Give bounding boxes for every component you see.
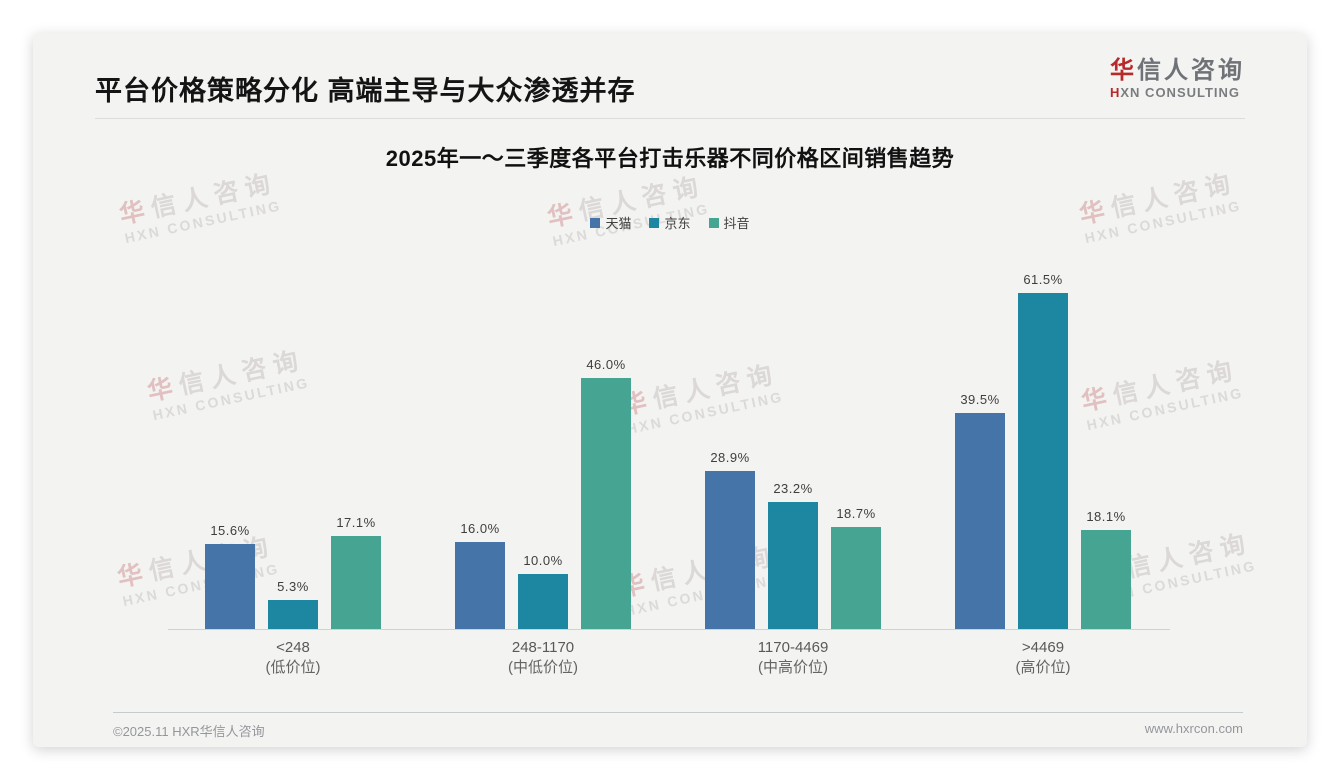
legend-item-2: 抖音 — [708, 213, 750, 232]
chart-legend: 天猫 京东 抖音 — [33, 213, 1307, 232]
bar-天猫->4469 — [955, 413, 1005, 629]
x-axis-label-0: <248 (低价位) — [168, 638, 418, 679]
bar-value-label: 18.7% — [836, 506, 876, 521]
x-axis-tier: (高价位) — [1015, 659, 1071, 677]
legend-swatch-icon — [649, 217, 660, 228]
bar-抖音-1170-4469 — [831, 527, 881, 629]
bar-value-label: 18.1% — [1086, 509, 1126, 524]
bar-value-label: 39.5% — [960, 392, 1000, 407]
logo-zh-first-char: 华 — [1110, 57, 1137, 84]
bar-value-label: 16.0% — [460, 521, 500, 536]
footer-copyright: ©2025.11 HXR华信人咨询 — [113, 724, 265, 739]
bar-value-label: 10.0% — [523, 553, 563, 568]
x-axis-range: 248-1170 — [511, 639, 575, 656]
footer-website: www.hxrcon.com — [1144, 721, 1243, 736]
page-title: 平台价格策略分化 高端主导与大众渗透并存 — [95, 76, 636, 106]
bar-天猫-248-1170 — [455, 542, 505, 629]
x-axis-range: >4469 — [1021, 639, 1065, 656]
logo-english-text: HXN CONSULTING — [1110, 85, 1245, 100]
bar-chart-plot-area: 15.6% 5.3% 17.1% <248 (低价位) 16.0% 10.0% 46.0% 24… — [168, 272, 1170, 676]
x-axis-label-2: 1170-4469 (中高价位) — [668, 638, 918, 679]
logo-chinese-text: 华信人咨询 — [1110, 57, 1245, 85]
bar-天猫-<248 — [205, 544, 255, 629]
bar-京东-<248 — [268, 600, 318, 629]
bar-京东-1170-4469 — [768, 502, 818, 629]
bar-value-label: 5.3% — [277, 579, 309, 594]
bar-value-label: 23.2% — [773, 481, 813, 496]
bar-抖音->4469 — [1081, 530, 1131, 629]
legend-swatch-icon — [708, 217, 719, 228]
x-axis-tier: (中低价位) — [508, 659, 578, 677]
logo-en-rest: XN CONSULTING — [1120, 84, 1241, 100]
bar-value-label: 28.9% — [710, 450, 750, 465]
bar-京东-248-1170 — [518, 574, 568, 629]
bar-天猫-1170-4469 — [705, 471, 755, 629]
bar-value-label: 15.6% — [210, 523, 250, 538]
bar-value-label: 17.1% — [336, 515, 376, 530]
legend-label: 抖音 — [723, 216, 750, 231]
bar-value-label: 46.0% — [586, 357, 626, 372]
logo-en-first-char: H — [1110, 84, 1121, 100]
legend-label: 京东 — [664, 216, 691, 231]
legend-item-0: 天猫 — [590, 213, 631, 232]
slide-card: 华信人咨询 HXN CONSULTING 华信人咨询 HXN CONSULTING 华信… — [33, 33, 1307, 747]
chart-title: 2025年一～三季度各平台打击乐器不同价格区间销售趋势 — [385, 146, 955, 171]
x-axis-label-3: >4469 (高价位) — [918, 638, 1168, 679]
x-axis-tier: (低价位) — [265, 659, 321, 677]
footer-divider — [113, 712, 1243, 713]
bar-抖音-248-1170 — [581, 378, 631, 629]
logo-zh-rest: 信人咨询 — [1137, 57, 1245, 84]
x-axis-label-1: 248-1170 (中低价位) — [418, 638, 668, 679]
company-logo: 华信人咨询 HXN CONSULTING — [1110, 57, 1245, 100]
legend-item-1: 京东 — [649, 213, 691, 232]
x-axis-tier: (中高价位) — [758, 659, 828, 677]
bar-京东->4469 — [1018, 293, 1068, 629]
x-axis-range: <248 — [276, 639, 310, 656]
header-divider — [95, 118, 1245, 119]
legend-swatch-icon — [590, 217, 601, 228]
bar-抖音-<248 — [331, 536, 381, 629]
legend-label: 天猫 — [605, 216, 632, 231]
bar-value-label: 61.5% — [1023, 272, 1063, 287]
x-axis-range: 1170-4469 — [757, 639, 829, 656]
